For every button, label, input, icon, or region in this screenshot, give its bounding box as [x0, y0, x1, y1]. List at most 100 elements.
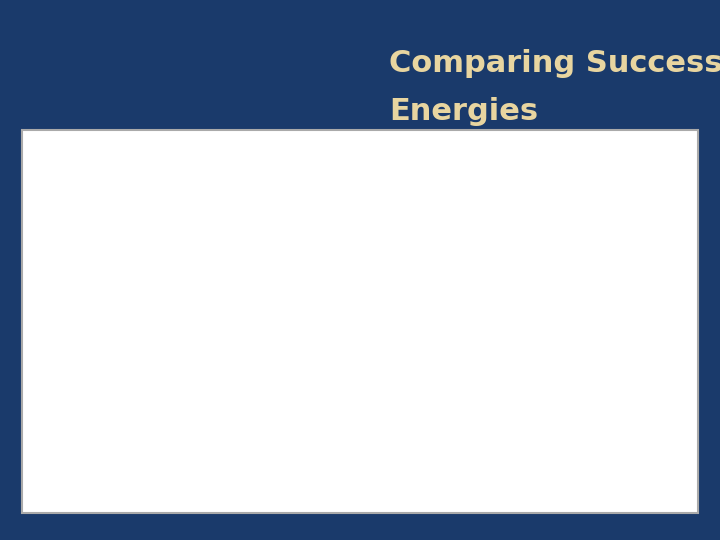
FancyBboxPatch shape [78, 463, 135, 495]
FancyBboxPatch shape [22, 202, 78, 236]
FancyBboxPatch shape [369, 301, 434, 333]
FancyBboxPatch shape [434, 366, 498, 398]
Text: 1680: 1680 [151, 442, 176, 451]
Text: 6th: 6th [459, 215, 474, 224]
FancyBboxPatch shape [22, 268, 78, 301]
FancyBboxPatch shape [434, 236, 498, 268]
FancyBboxPatch shape [22, 301, 78, 333]
FancyBboxPatch shape [563, 333, 628, 366]
FancyBboxPatch shape [248, 202, 305, 236]
Text: 15,240: 15,240 [449, 474, 483, 484]
Text: 8th: 8th [588, 215, 603, 224]
FancyBboxPatch shape [563, 366, 628, 398]
FancyBboxPatch shape [563, 268, 628, 301]
FancyBboxPatch shape [135, 430, 192, 463]
FancyBboxPatch shape [305, 430, 369, 463]
FancyBboxPatch shape [305, 268, 369, 301]
FancyBboxPatch shape [434, 463, 498, 495]
Text: 9370: 9370 [325, 474, 349, 484]
FancyBboxPatch shape [135, 181, 698, 202]
Text: 4: 4 [104, 345, 109, 355]
Text: Be: Be [43, 280, 56, 290]
Text: 900: 900 [154, 280, 173, 290]
FancyBboxPatch shape [192, 430, 248, 463]
FancyBboxPatch shape [434, 430, 498, 463]
Text: Comparing Successive Ionization: Comparing Successive Ionization [389, 49, 720, 78]
FancyBboxPatch shape [192, 366, 248, 398]
FancyBboxPatch shape [22, 236, 78, 268]
FancyBboxPatch shape [192, 333, 248, 366]
Text: 4580: 4580 [264, 377, 289, 387]
FancyBboxPatch shape [135, 130, 698, 181]
Text: 17,870: 17,870 [514, 442, 548, 451]
Text: 1400: 1400 [151, 377, 176, 387]
FancyBboxPatch shape [248, 463, 305, 495]
FancyBboxPatch shape [135, 366, 192, 398]
FancyBboxPatch shape [248, 268, 305, 301]
Text: 1030: 1030 [151, 345, 176, 355]
FancyBboxPatch shape [248, 430, 305, 463]
Text: 2860: 2860 [207, 377, 233, 387]
Text: 4620: 4620 [264, 345, 289, 355]
Text: 13,330: 13,330 [449, 409, 483, 419]
FancyBboxPatch shape [498, 366, 563, 398]
Text: 7480: 7480 [325, 377, 349, 387]
FancyBboxPatch shape [192, 398, 248, 430]
FancyBboxPatch shape [498, 301, 563, 333]
Text: 2nd: 2nd [212, 215, 228, 224]
Text: 2430: 2430 [207, 312, 233, 322]
FancyBboxPatch shape [22, 463, 78, 495]
Text: 8: 8 [104, 474, 109, 484]
Text: 4th: 4th [330, 215, 345, 224]
FancyBboxPatch shape [22, 181, 135, 236]
Text: 800: 800 [154, 312, 173, 322]
Text: 3: 3 [104, 312, 109, 322]
FancyBboxPatch shape [192, 301, 248, 333]
Text: 1760: 1760 [207, 280, 233, 290]
FancyBboxPatch shape [22, 130, 135, 181]
FancyBboxPatch shape [369, 430, 434, 463]
FancyBboxPatch shape [369, 236, 434, 268]
Text: 1310: 1310 [151, 409, 176, 419]
FancyBboxPatch shape [305, 398, 369, 430]
Text: 115,380: 115,380 [643, 474, 683, 484]
FancyBboxPatch shape [22, 333, 78, 366]
FancyBboxPatch shape [369, 268, 434, 301]
FancyBboxPatch shape [628, 430, 698, 463]
FancyBboxPatch shape [628, 236, 698, 268]
FancyBboxPatch shape [135, 268, 192, 301]
FancyBboxPatch shape [305, 366, 369, 398]
Text: 5: 5 [104, 377, 109, 387]
FancyBboxPatch shape [135, 202, 192, 236]
FancyBboxPatch shape [78, 333, 135, 366]
FancyBboxPatch shape [305, 301, 369, 333]
FancyBboxPatch shape [192, 202, 248, 236]
FancyBboxPatch shape [248, 366, 305, 398]
Text: N: N [46, 377, 53, 387]
Text: C: C [47, 345, 53, 355]
FancyBboxPatch shape [78, 268, 135, 301]
Text: 20,000: 20,000 [514, 474, 548, 484]
FancyBboxPatch shape [434, 301, 498, 333]
FancyBboxPatch shape [563, 202, 628, 236]
FancyBboxPatch shape [628, 333, 698, 366]
Text: 6220: 6220 [325, 345, 349, 355]
FancyBboxPatch shape [248, 301, 305, 333]
Text: 3rd: 3rd [269, 215, 284, 224]
FancyBboxPatch shape [434, 398, 498, 430]
Text: 6120: 6120 [264, 474, 289, 484]
Text: 9th: 9th [655, 215, 670, 224]
Text: 9440: 9440 [390, 377, 414, 387]
FancyBboxPatch shape [135, 333, 192, 366]
Text: * mol is an abbreviation for mole, a quantity of matter.: * mol is an abbreviation for mole, a qua… [28, 500, 239, 509]
Text: 8410: 8410 [325, 442, 349, 451]
FancyBboxPatch shape [369, 202, 434, 236]
FancyBboxPatch shape [22, 430, 78, 463]
Text: 520: 520 [154, 247, 173, 258]
Text: Element: Element [29, 215, 71, 224]
FancyBboxPatch shape [78, 301, 135, 333]
Text: 1: 1 [104, 247, 109, 258]
FancyBboxPatch shape [498, 430, 563, 463]
FancyBboxPatch shape [498, 236, 563, 268]
FancyBboxPatch shape [563, 236, 628, 268]
